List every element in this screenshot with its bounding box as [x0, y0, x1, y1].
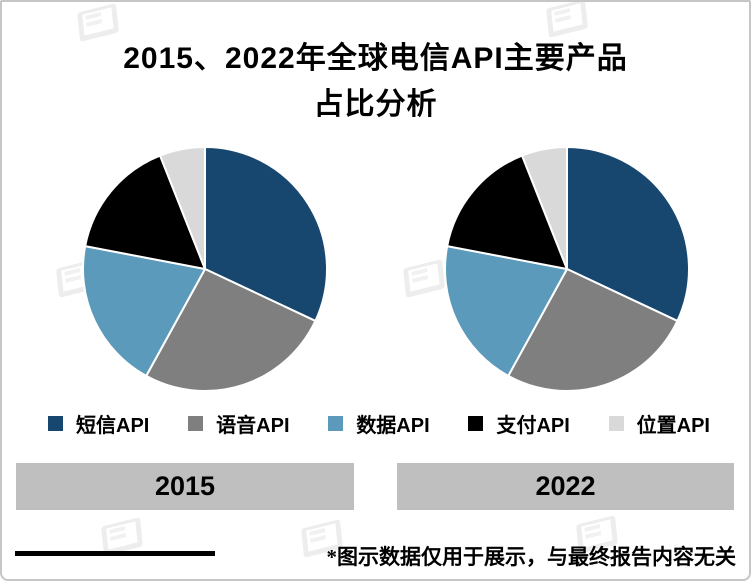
- legend-item-voice-api: 语音API: [188, 409, 290, 438]
- footer-divider: [15, 551, 215, 556]
- legend-item-location-api: 位置API: [608, 409, 710, 438]
- pie-chart-2022: [444, 146, 690, 392]
- year-label-2022: 2022: [397, 463, 734, 510]
- chart-title-line2: 占比分析: [313, 88, 438, 122]
- legend-item-data-api: 数据API: [328, 409, 430, 438]
- pie-slice-支付API: [446, 154, 568, 270]
- pie-slice-数据API: [444, 245, 568, 377]
- pie-slice-数据API: [82, 245, 206, 377]
- pie-slice-短信API: [204, 146, 328, 322]
- legend-label: 短信API: [76, 415, 150, 437]
- watermark-icon: [546, 2, 588, 38]
- legend-swatch-icon: [188, 416, 204, 431]
- pie-slice-支付API: [84, 154, 206, 270]
- chart-title: 2015、2022年全球电信API主要产品 占比分析: [2, 36, 749, 128]
- legend-swatch-icon: [468, 416, 484, 431]
- legend-item-sms-api: 短信API: [48, 409, 149, 438]
- legend-item-payment-api: 支付API: [468, 409, 570, 438]
- watermark-icon: [403, 259, 445, 298]
- legend-swatch-icon: [48, 416, 63, 431]
- legend-label: 数据API: [356, 415, 430, 437]
- legend-label: 支付API: [496, 415, 570, 437]
- legend-label: 语音API: [216, 415, 290, 437]
- footer-note: *图示数据仅用于展示，与最终报告内容无关: [326, 545, 737, 569]
- year-label-2015: 2015: [16, 463, 354, 510]
- pie-slice-位置API: [521, 146, 568, 270]
- chart-title-line1: 2015、2022年全球电信API主要产品: [123, 42, 628, 76]
- pie-slice-短信API: [566, 146, 690, 322]
- legend-swatch-icon: [608, 416, 624, 431]
- chart-legend: 短信API 语音API 数据API 支付API 位置API: [48, 409, 710, 438]
- pie-slice-位置API: [159, 146, 206, 270]
- legend-swatch-icon: [328, 416, 344, 431]
- pie-chart-2015: [82, 146, 328, 392]
- legend-label: 位置API: [636, 415, 710, 437]
